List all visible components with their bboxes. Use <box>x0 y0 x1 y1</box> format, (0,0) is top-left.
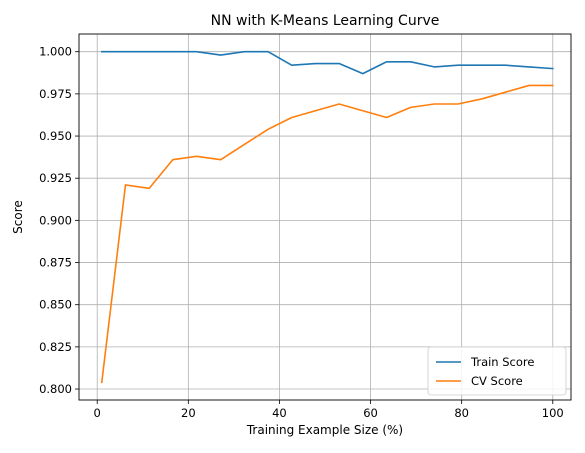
chart-title: NN with K-Means Learning Curve <box>211 13 440 29</box>
y-axis-ticks: 0.800 0.825 0.850 0.875 0.900 0.925 0.950 0.975… <box>39 45 79 396</box>
x-tick-label: 20 <box>181 406 196 420</box>
y-tick-label: 0.800 <box>39 382 72 396</box>
series-lines <box>100 50 554 384</box>
y-tick-label: 0.875 <box>39 256 72 270</box>
plot-frame <box>78 33 572 401</box>
y-tick-label: 0.825 <box>39 340 72 354</box>
legend-label-train-score: Train Score <box>470 355 534 369</box>
y-tick-label: 1.000 <box>39 45 72 59</box>
x-tick-label: 40 <box>272 406 287 420</box>
legend-label-cv-score: CV Score <box>471 374 523 388</box>
y-tick-label: 0.850 <box>39 298 72 312</box>
x-tick-label: 0 <box>94 406 101 420</box>
x-axis-label: Training Example Size (%) <box>246 423 403 437</box>
x-tick-label: 80 <box>454 406 469 420</box>
legend-box <box>427 346 567 396</box>
grid <box>79 34 571 400</box>
y-tick-label: 0.975 <box>39 87 72 101</box>
x-axis-ticks: 0 20 40 60 80 100 <box>94 400 564 420</box>
y-tick-label: 0.900 <box>39 213 72 227</box>
y-axis-label: Score <box>11 200 25 234</box>
series-line-cv-score <box>100 84 554 384</box>
x-tick-label: 100 <box>542 406 564 420</box>
y-tick-label: 0.925 <box>39 171 72 185</box>
legend: Train Score CV Score <box>427 346 567 396</box>
series-line-train-score <box>100 50 554 75</box>
y-tick-label: 0.950 <box>39 129 72 143</box>
x-tick-label: 60 <box>363 406 378 420</box>
